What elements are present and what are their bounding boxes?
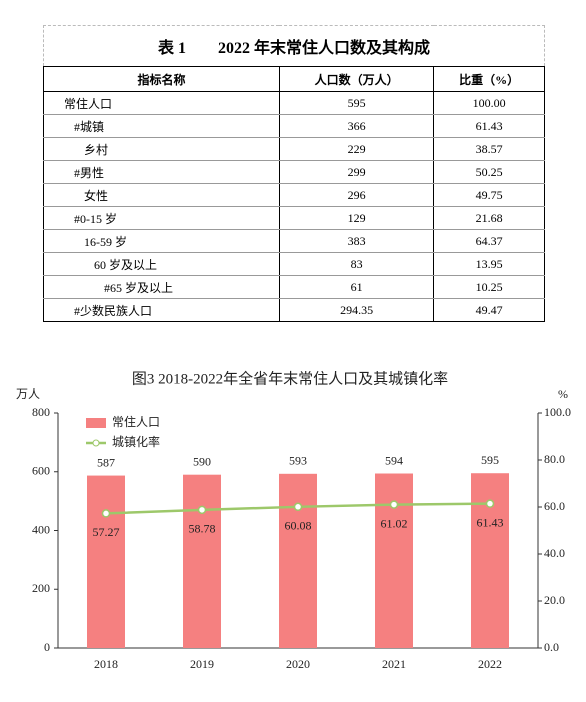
value-cell: 50.25 <box>433 160 545 184</box>
legend-swatch <box>86 418 106 428</box>
bar-label: 593 <box>289 454 307 468</box>
value-cell: 129 <box>278 206 435 230</box>
line-point <box>101 509 111 518</box>
line-point <box>197 505 207 515</box>
x-tick-label: 2020 <box>286 657 310 671</box>
table-row: #0-15 岁 129 21.68 <box>43 206 545 230</box>
value-cell: 49.75 <box>433 183 545 207</box>
value-cell: 10.25 <box>433 275 545 299</box>
label-cell: 60 岁及以上 <box>43 252 280 276</box>
legend-label: 城镇化率 <box>112 434 160 449</box>
line-point <box>293 502 303 512</box>
chart-title: 图3 2018-2022年全省年末常住人口及其城镇化率 <box>132 369 448 387</box>
x-tick-label: 2021 <box>382 657 406 671</box>
bar <box>183 474 221 648</box>
table-row: 常住人口 595 100.00 <box>43 91 545 115</box>
bar-label: 587 <box>97 455 115 469</box>
y2-axis-label: % <box>558 387 568 401</box>
value-cell: 21.68 <box>433 206 545 230</box>
value-cell: 595 <box>278 91 435 115</box>
y2-tick-label: 40.0 <box>544 546 565 560</box>
y-tick-label: 400 <box>32 522 50 536</box>
header-row: 指标名称 人口数（万人） 比重（%） <box>43 66 545 92</box>
value-cell: 366 <box>278 114 435 138</box>
value-cell: 294.35 <box>278 298 435 322</box>
x-tick-label: 2018 <box>94 657 118 671</box>
table-row: #城镇 366 61.43 <box>43 114 545 138</box>
value-cell: 13.95 <box>433 252 545 276</box>
table-row: 乡村 229 38.57 <box>43 137 545 161</box>
value-cell: 383 <box>278 229 435 253</box>
value-cell: 296 <box>278 183 435 207</box>
bar <box>375 473 413 648</box>
table-title: 表 1 2022 年末常住人口数及其构成 <box>43 25 545 67</box>
population-table: 表 1 2022 年末常住人口数及其构成 指标名称 人口数（万人） 比重（%） 常住人… <box>43 25 545 322</box>
y2-tick-label: 60.0 <box>544 499 565 513</box>
label-cell: #0-15 岁 <box>43 206 280 230</box>
legend-label: 常住人口 <box>112 415 160 429</box>
y-tick-label: 200 <box>32 581 50 595</box>
y-tick-label: 0 <box>44 640 50 654</box>
y2-tick-label: 20.0 <box>544 593 565 607</box>
line-label: 61.43 <box>477 515 504 529</box>
bar <box>279 473 317 648</box>
line-point <box>389 500 399 509</box>
value-cell: 299 <box>278 160 435 184</box>
table-row: #男性 299 50.25 <box>43 160 545 184</box>
label-cell: 乡村 <box>43 137 280 161</box>
line-label: 61.02 <box>381 516 408 530</box>
x-tick-label: 2022 <box>478 657 502 671</box>
y2-tick-label: 0.0 <box>544 640 559 654</box>
y2-tick-label: 80.0 <box>544 452 565 466</box>
table-row: #65 岁及以上 61 10.25 <box>43 275 545 299</box>
x-tick-label: 2019 <box>190 657 214 671</box>
bar-label: 595 <box>481 453 499 467</box>
header-cell: 比重（%） <box>433 66 545 92</box>
label-cell: 常住人口 <box>43 91 280 115</box>
label-cell: 16-59 岁 <box>43 229 280 253</box>
label-cell: #少数民族人口 <box>43 298 280 322</box>
table-row: #少数民族人口 294.35 49.47 <box>43 298 545 322</box>
table-row: 女性 296 49.75 <box>43 183 545 207</box>
value-cell: 49.47 <box>433 298 545 322</box>
value-cell: 38.57 <box>433 137 545 161</box>
header-cell: 人口数（万人） <box>278 66 435 92</box>
chart: 图3 2018-2022年全省年末常住人口及其城镇化率 万人 % 0 200 400… <box>16 369 571 671</box>
value-cell: 100.00 <box>433 91 545 115</box>
table-row: 60 岁及以上 83 13.95 <box>43 252 545 276</box>
value-cell: 229 <box>278 137 435 161</box>
table-row: 16-59 岁 383 64.37 <box>43 229 545 253</box>
bar-label: 590 <box>193 454 211 468</box>
line-label: 57.27 <box>93 525 120 539</box>
header-cell: 指标名称 <box>43 66 280 92</box>
y-tick-label: 600 <box>32 464 50 478</box>
line-label: 58.78 <box>189 522 216 536</box>
label-cell: #城镇 <box>43 114 280 138</box>
y2-tick-label: 100.0 <box>544 405 571 419</box>
value-cell: 61.43 <box>433 114 545 138</box>
title-row: 表 1 2022 年末常住人口数及其构成 <box>43 25 545 67</box>
label-cell: #65 岁及以上 <box>43 275 280 299</box>
value-cell: 64.37 <box>433 229 545 253</box>
y-axis-label: 万人 <box>16 387 40 401</box>
line-point <box>485 499 495 508</box>
value-cell: 83 <box>278 252 435 276</box>
value-cell: 61 <box>278 275 435 299</box>
legend-marker <box>92 439 100 447</box>
label-cell: 女性 <box>43 183 280 207</box>
line-label: 60.08 <box>285 519 312 533</box>
y-tick-label: 800 <box>32 405 50 419</box>
label-cell: #男性 <box>43 160 280 184</box>
bar <box>87 475 125 648</box>
bar-label: 594 <box>385 453 403 467</box>
